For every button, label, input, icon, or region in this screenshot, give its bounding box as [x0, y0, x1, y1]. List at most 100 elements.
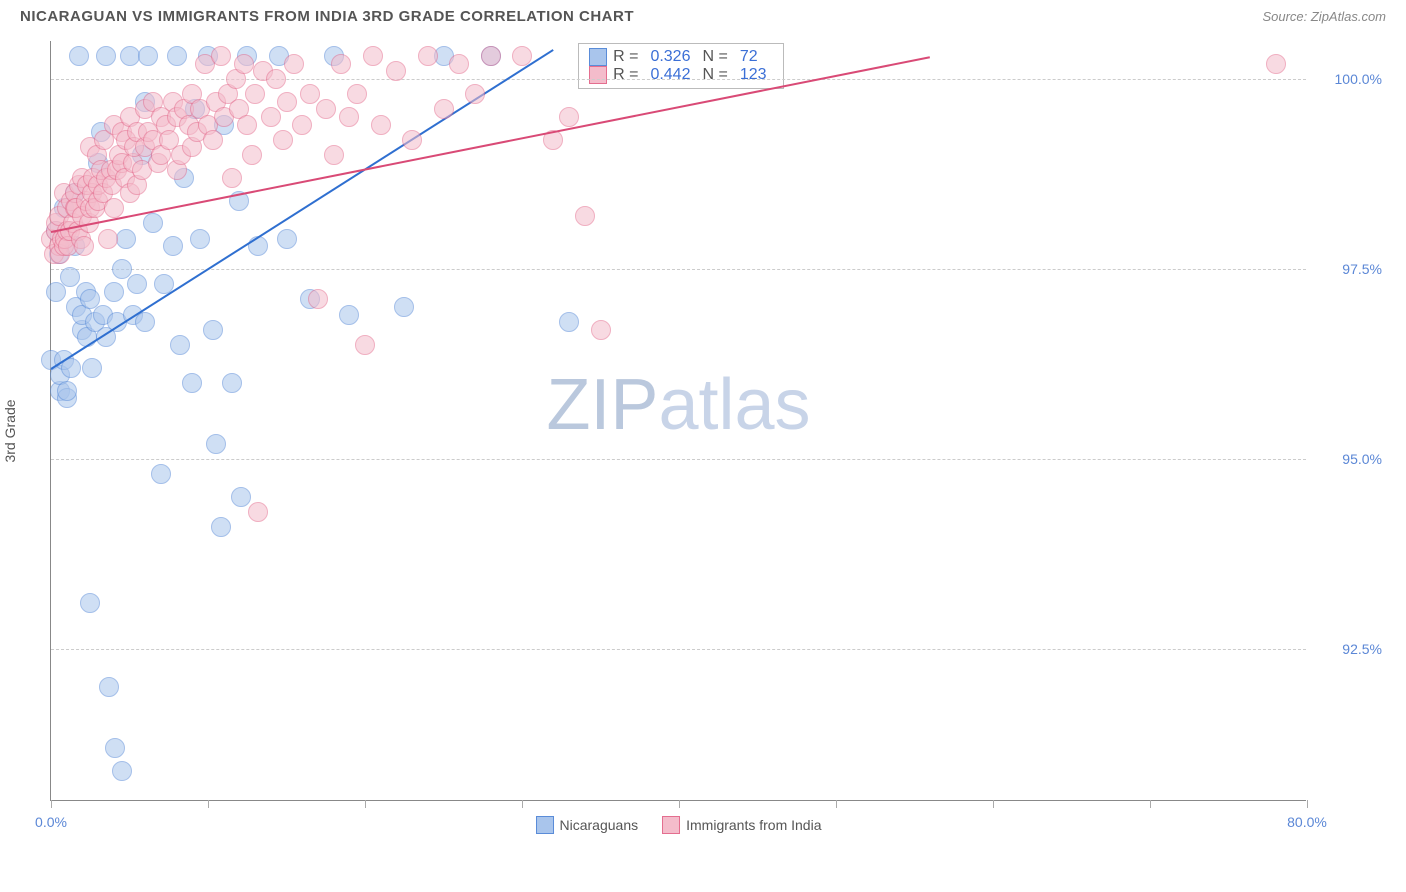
scatter-point: [300, 84, 320, 104]
y-axis-label: 3rd Grade: [2, 399, 18, 462]
watermark: ZIPatlas: [546, 364, 810, 446]
legend-swatch: [536, 816, 554, 834]
scatter-point: [112, 761, 132, 781]
scatter-point: [386, 61, 406, 81]
scatter-point: [112, 259, 132, 279]
x-tick-label: 0.0%: [35, 814, 67, 830]
chart-title: NICARAGUAN VS IMMIGRANTS FROM INDIA 3RD …: [20, 8, 634, 25]
scatter-point: [203, 320, 223, 340]
scatter-point: [82, 358, 102, 378]
x-tick: [1307, 800, 1308, 808]
scatter-point: [60, 267, 80, 287]
x-tick: [836, 800, 837, 808]
scatter-point: [371, 115, 391, 135]
stats-r-value: 0.442: [650, 66, 690, 84]
scatter-point: [206, 434, 226, 454]
scatter-point: [324, 145, 344, 165]
scatter-point: [308, 289, 328, 309]
stats-r-label: R =: [613, 66, 638, 84]
scatter-point: [74, 236, 94, 256]
stats-r-label: R =: [613, 48, 638, 66]
scatter-point: [402, 130, 422, 150]
legend: Nicaraguans Immigrants from India: [536, 816, 822, 834]
scatter-point: [116, 229, 136, 249]
x-tick: [51, 800, 52, 808]
legend-item: Nicaraguans: [536, 816, 639, 834]
scatter-point: [465, 84, 485, 104]
scatter-point: [98, 229, 118, 249]
legend-swatch: [662, 816, 680, 834]
scatter-point: [234, 54, 254, 74]
scatter-point: [211, 517, 231, 537]
scatter-point: [355, 335, 375, 355]
scatter-point: [211, 46, 231, 66]
scatter-point: [231, 487, 251, 507]
stats-row: R =0.442N =123: [589, 66, 772, 84]
scatter-point: [284, 54, 304, 74]
scatter-point: [339, 305, 359, 325]
x-tick-label: 80.0%: [1287, 814, 1327, 830]
scatter-point: [559, 107, 579, 127]
gridline-h: [51, 649, 1306, 650]
x-tick: [993, 800, 994, 808]
scatter-point: [182, 373, 202, 393]
stats-box: R =0.326N =72R =0.442N =123: [578, 43, 783, 89]
scatter-point: [69, 46, 89, 66]
stats-swatch: [589, 48, 607, 66]
chart-container: 3rd Grade ZIPatlas R =0.326N =72R =0.442…: [20, 31, 1386, 831]
scatter-point: [99, 677, 119, 697]
scatter-point: [339, 107, 359, 127]
legend-label: Nicaraguans: [560, 817, 639, 833]
scatter-point: [559, 312, 579, 332]
scatter-point: [248, 502, 268, 522]
scatter-point: [237, 115, 257, 135]
scatter-point: [575, 206, 595, 226]
scatter-point: [46, 282, 66, 302]
x-tick: [208, 800, 209, 808]
scatter-point: [512, 46, 532, 66]
header: NICARAGUAN VS IMMIGRANTS FROM INDIA 3RD …: [0, 0, 1406, 31]
scatter-point: [418, 46, 438, 66]
scatter-point: [292, 115, 312, 135]
scatter-point: [143, 213, 163, 233]
scatter-point: [96, 46, 116, 66]
x-tick: [679, 800, 680, 808]
gridline-h: [51, 459, 1306, 460]
scatter-point: [273, 130, 293, 150]
gridline-h: [51, 269, 1306, 270]
y-tick-label: 95.0%: [1342, 451, 1382, 467]
scatter-point: [316, 99, 336, 119]
scatter-point: [1266, 54, 1286, 74]
scatter-point: [105, 738, 125, 758]
y-tick-label: 100.0%: [1335, 71, 1382, 87]
stats-n-label: N =: [702, 48, 727, 66]
y-tick-label: 92.5%: [1342, 641, 1382, 657]
scatter-point: [222, 168, 242, 188]
legend-item: Immigrants from India: [662, 816, 821, 834]
scatter-point: [104, 282, 124, 302]
plot-area: ZIPatlas R =0.326N =72R =0.442N =123 Nic…: [50, 41, 1306, 801]
scatter-point: [151, 464, 171, 484]
source-text: Source: ZipAtlas.com: [1262, 9, 1386, 24]
scatter-point: [163, 236, 183, 256]
scatter-point: [245, 84, 265, 104]
scatter-point: [394, 297, 414, 317]
stats-n-value: 72: [740, 48, 758, 66]
y-tick-label: 97.5%: [1342, 261, 1382, 277]
scatter-point: [127, 274, 147, 294]
watermark-part2: atlas: [658, 365, 810, 445]
scatter-point: [203, 130, 223, 150]
scatter-point: [138, 46, 158, 66]
scatter-point: [266, 69, 286, 89]
stats-row: R =0.326N =72: [589, 48, 772, 66]
scatter-point: [261, 107, 281, 127]
x-tick: [365, 800, 366, 808]
scatter-point: [104, 198, 124, 218]
scatter-point: [167, 46, 187, 66]
scatter-point: [591, 320, 611, 340]
x-tick: [522, 800, 523, 808]
scatter-point: [135, 312, 155, 332]
scatter-point: [170, 335, 190, 355]
x-tick: [1150, 800, 1151, 808]
legend-label: Immigrants from India: [686, 817, 821, 833]
